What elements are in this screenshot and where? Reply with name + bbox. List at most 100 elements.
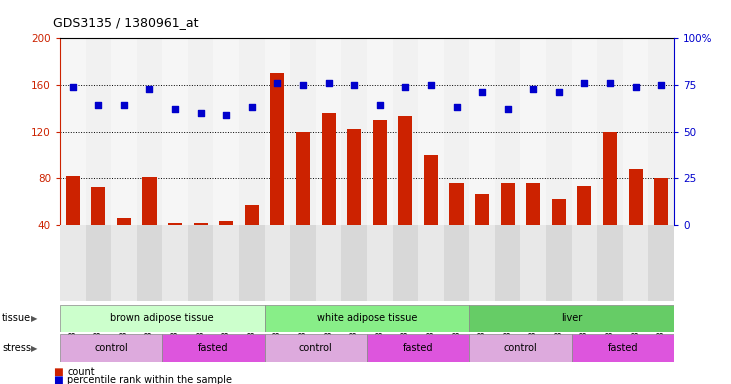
Point xyxy=(553,89,565,96)
Bar xyxy=(86,225,111,301)
Bar xyxy=(654,178,668,271)
Bar xyxy=(111,38,137,225)
Text: fasted: fasted xyxy=(403,343,433,353)
Text: GDS3135 / 1380961_at: GDS3135 / 1380961_at xyxy=(53,16,198,29)
Bar xyxy=(117,218,131,271)
Bar xyxy=(393,38,418,225)
Point xyxy=(656,82,667,88)
Bar xyxy=(239,38,265,225)
Bar xyxy=(577,186,591,271)
Bar xyxy=(603,132,617,271)
Bar xyxy=(188,38,213,225)
Bar xyxy=(526,183,540,271)
Bar xyxy=(322,113,336,271)
Bar xyxy=(137,225,162,301)
Bar xyxy=(469,334,572,362)
Point xyxy=(271,80,283,86)
Point xyxy=(143,86,155,92)
Text: control: control xyxy=(94,343,128,353)
Bar xyxy=(213,38,239,225)
Bar xyxy=(143,177,156,271)
Bar xyxy=(597,225,623,301)
Bar xyxy=(444,225,469,301)
Bar xyxy=(60,38,86,225)
Text: control: control xyxy=(504,343,537,353)
Text: white adipose tissue: white adipose tissue xyxy=(317,313,417,323)
Bar xyxy=(495,225,520,301)
Point xyxy=(374,103,386,109)
Bar xyxy=(265,38,290,225)
Point xyxy=(579,80,591,86)
Text: ■: ■ xyxy=(53,367,62,377)
Bar xyxy=(367,334,469,362)
Bar xyxy=(239,225,265,301)
Bar xyxy=(520,225,546,301)
Point xyxy=(297,82,309,88)
Bar xyxy=(347,129,361,271)
Bar xyxy=(572,225,597,301)
Bar xyxy=(111,225,137,301)
Point xyxy=(501,106,513,112)
Text: tissue: tissue xyxy=(2,313,31,323)
Bar xyxy=(597,38,623,225)
Point xyxy=(92,103,105,109)
Bar xyxy=(475,194,489,271)
Point xyxy=(67,84,78,90)
Bar xyxy=(316,225,341,301)
Bar xyxy=(546,38,572,225)
Bar xyxy=(162,38,188,225)
Text: ■: ■ xyxy=(53,375,62,384)
Bar xyxy=(444,38,469,225)
Bar xyxy=(91,187,105,271)
Text: control: control xyxy=(299,343,333,353)
Bar xyxy=(341,225,367,301)
Bar xyxy=(572,334,674,362)
Point xyxy=(323,80,335,86)
Bar xyxy=(424,155,438,271)
Point xyxy=(604,80,616,86)
Bar xyxy=(168,223,182,271)
Bar xyxy=(398,116,412,271)
Bar xyxy=(213,225,239,301)
Point xyxy=(221,112,232,118)
Point xyxy=(400,84,412,90)
Bar xyxy=(373,120,387,271)
Bar xyxy=(623,225,648,301)
Point xyxy=(425,82,436,88)
Bar xyxy=(290,225,316,301)
Bar xyxy=(86,38,111,225)
Bar xyxy=(520,38,546,225)
Text: fasted: fasted xyxy=(198,343,229,353)
Point xyxy=(194,110,207,116)
Point xyxy=(630,84,642,90)
Bar xyxy=(469,225,495,301)
Point xyxy=(528,86,539,92)
Bar xyxy=(296,132,310,271)
Bar xyxy=(316,38,341,225)
Point xyxy=(169,106,181,112)
Text: percentile rank within the sample: percentile rank within the sample xyxy=(67,375,232,384)
Bar xyxy=(648,38,674,225)
Point xyxy=(118,103,130,109)
Bar xyxy=(418,225,444,301)
Bar xyxy=(367,38,393,225)
Bar xyxy=(450,183,463,271)
Bar xyxy=(290,38,316,225)
Bar xyxy=(137,38,162,225)
Bar xyxy=(265,305,469,332)
Bar xyxy=(623,38,648,225)
Bar xyxy=(393,225,418,301)
Bar xyxy=(270,73,284,271)
Bar xyxy=(648,225,674,301)
Bar xyxy=(572,38,597,225)
Bar xyxy=(418,38,444,225)
Bar xyxy=(245,205,259,271)
Bar xyxy=(495,38,520,225)
Bar xyxy=(219,221,233,271)
Point xyxy=(450,104,462,110)
Text: fasted: fasted xyxy=(607,343,638,353)
Text: stress: stress xyxy=(2,343,31,353)
Bar xyxy=(66,176,80,271)
Text: liver: liver xyxy=(561,313,583,323)
Text: brown adipose tissue: brown adipose tissue xyxy=(110,313,214,323)
